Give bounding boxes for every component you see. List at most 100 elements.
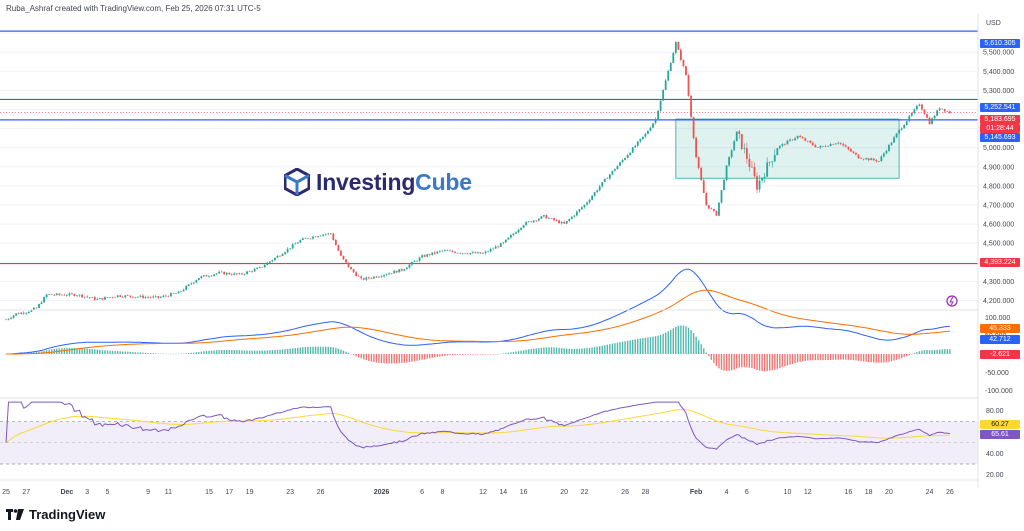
candle: [712, 208, 715, 213]
currency-label: USD: [986, 20, 1001, 27]
macd-bar: [444, 354, 446, 356]
macd-bar: [642, 338, 644, 354]
rsi-ma-line: [5, 409, 950, 444]
macd-bar: [68, 348, 71, 354]
macd-bar: [862, 354, 865, 362]
macd-bar: [233, 350, 236, 354]
candle: [489, 247, 492, 253]
candle: [182, 288, 185, 292]
macd-bar: [271, 350, 274, 354]
candle: [367, 276, 370, 280]
candle: [446, 249, 449, 251]
macd-bar: [116, 351, 119, 354]
candle: [471, 250, 474, 254]
candle: [888, 144, 890, 153]
macd-bar: [89, 348, 91, 354]
candle: [649, 126, 652, 132]
candle: [948, 110, 951, 114]
candle: [185, 285, 188, 291]
candle: [362, 277, 365, 281]
candle: [601, 182, 604, 188]
candle: [372, 276, 375, 280]
macd-bar: [517, 351, 520, 354]
candle: [431, 252, 434, 256]
macd-bar: [576, 348, 578, 354]
macd-bar: [944, 349, 946, 354]
candle: [167, 295, 170, 298]
candle: [253, 267, 256, 273]
macd-bar: [472, 354, 474, 355]
macd-bar: [829, 354, 832, 360]
rsi-tick: 40.00: [986, 451, 1004, 458]
candle: [360, 275, 363, 280]
macd-bar: [601, 345, 603, 354]
grid: [0, 32, 978, 301]
candle: [149, 296, 152, 299]
candle: [794, 136, 796, 142]
candle: [200, 275, 203, 279]
candle: [685, 65, 687, 76]
candle: [512, 232, 515, 237]
macd-bar: [690, 330, 692, 354]
alert-icon[interactable]: [946, 295, 958, 307]
candle: [560, 220, 563, 225]
macd-bar: [682, 325, 685, 354]
candle: [53, 293, 56, 296]
time-tick: 19: [246, 489, 254, 496]
macd-bar: [890, 354, 893, 362]
time-tick: 9: [146, 489, 150, 496]
macd-bar: [814, 354, 817, 361]
macd-bar: [502, 353, 504, 354]
macd-bar: [941, 349, 943, 354]
candle: [83, 296, 86, 299]
candle: [390, 273, 393, 275]
candle: [7, 318, 10, 321]
macd-bar: [566, 348, 568, 354]
macd-bar: [895, 354, 898, 360]
candle: [383, 274, 385, 278]
candle: [71, 292, 73, 295]
candle: [738, 129, 741, 139]
macd-bar: [446, 354, 449, 356]
candle: [131, 296, 134, 298]
macd-bar: [253, 350, 256, 354]
macd-bar: [885, 354, 888, 363]
time-tick: 20: [560, 489, 568, 496]
candle: [296, 241, 299, 244]
macd-bar: [515, 351, 517, 354]
macd-bar: [426, 354, 428, 359]
candle: [289, 248, 292, 251]
candle: [109, 297, 111, 299]
candle: [405, 266, 408, 270]
candle: [187, 284, 190, 287]
candle: [334, 238, 337, 246]
candle: [466, 252, 469, 255]
macd-bar: [304, 347, 307, 354]
candle: [786, 139, 789, 145]
candle: [515, 231, 517, 234]
macd-bar: [819, 354, 822, 361]
macd-bar: [824, 354, 827, 361]
candle: [583, 204, 586, 209]
macd-bar: [104, 350, 106, 354]
candle: [626, 154, 629, 159]
candle: [682, 59, 685, 68]
candle: [941, 108, 944, 110]
macd-bar: [878, 354, 880, 363]
candle: [271, 259, 274, 263]
candle: [86, 295, 89, 299]
macd-bar: [728, 354, 730, 371]
macd-bar: [921, 350, 923, 354]
macd-bar: [360, 354, 362, 359]
candle: [213, 273, 215, 277]
macd-bar: [692, 333, 695, 354]
macd-bar: [43, 350, 45, 354]
macd-bar: [66, 348, 68, 354]
tradingview-logo: TradingView: [6, 507, 105, 522]
macd-bar: [946, 349, 949, 354]
candle: [720, 190, 723, 204]
macd-histogram: [5, 325, 951, 372]
candle: [190, 282, 193, 286]
candle: [829, 142, 832, 147]
